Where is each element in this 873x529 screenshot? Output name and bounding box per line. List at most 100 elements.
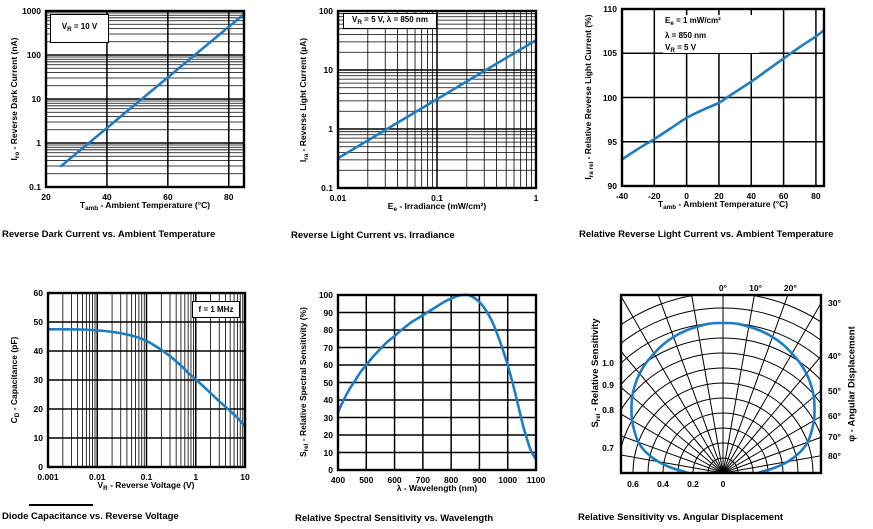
- label-segment: φ - Angular Displacement: [846, 326, 858, 442]
- polar-left-axis-label: Srel - Relative Sensitivity: [590, 318, 602, 427]
- polar-radial-label: 0.6: [627, 479, 639, 489]
- label-segment: D: [14, 412, 21, 418]
- x-tick-label: 80: [224, 192, 234, 202]
- x-tick-label: 60: [778, 191, 789, 201]
- label-segment: - Relative Sensitivity: [590, 318, 601, 414]
- label-segment: V: [97, 480, 104, 490]
- x-axis-label: Tamb - Ambient Temperature (°C): [80, 200, 210, 212]
- y-tick-label: 50: [323, 377, 333, 388]
- y-tick-label: 90: [607, 181, 617, 191]
- x-tick-label: -40: [615, 191, 629, 201]
- stray-rule: [29, 504, 93, 506]
- label-segment: T: [79, 200, 86, 210]
- polar-angle-label: 80°: [828, 450, 841, 461]
- annotation-line: λ = 850 nm: [665, 30, 757, 42]
- y-tick-label: 100: [26, 50, 41, 60]
- y-axis-label: CD - Capacitance (pF): [9, 337, 21, 424]
- x-tick-label: 1: [193, 472, 199, 482]
- label-segment: T: [657, 199, 664, 209]
- chart-title-reverse-dark-current: Reverse Dark Current vs. Ambient Tempera…: [2, 229, 216, 240]
- x-tick-label: 80: [811, 191, 821, 201]
- y-tick-label: 30: [323, 412, 333, 423]
- x-tick-label: 0.01: [329, 193, 347, 203]
- label-segment: λ = 850 nm: [665, 31, 707, 40]
- polar-radial-label: 0.9: [602, 379, 614, 390]
- label-segment: - Capacitance (pF): [9, 336, 19, 413]
- polar-angle-label: 40°: [828, 351, 841, 362]
- label-segment: ro: [14, 151, 21, 159]
- x-tick-label: 0.01: [88, 472, 106, 482]
- x-tick-label: 20: [41, 192, 51, 202]
- annotation-line: f = 1 MHz: [199, 304, 234, 316]
- label-segment: - Reverse Dark Current (nA): [9, 37, 19, 152]
- label-segment: = 1 mW/cm²: [673, 16, 721, 25]
- x-tick-label: 400: [330, 475, 346, 485]
- curve-angular-displacement: [630, 321, 816, 473]
- y-tick-label: 10: [323, 447, 333, 458]
- label-segment: - Irradiance (mW/cm²): [396, 201, 487, 211]
- label-segment: = 5 V: [674, 43, 697, 52]
- label-segment: E: [387, 201, 394, 211]
- curve-relative-reverse-light-current: [620, 28, 826, 161]
- x-tick-label: 0.1: [140, 472, 153, 482]
- y-tick-label: 100: [318, 290, 333, 300]
- y-tick-label: 70: [323, 342, 333, 353]
- chart-spectral-sensitivity: [336, 293, 538, 472]
- curve-spectral-sensitivity: [336, 293, 538, 461]
- x-tick-label: -20: [648, 191, 661, 201]
- polar-angle-label: 30°: [828, 298, 841, 309]
- polar-angle-label: 20°: [783, 283, 797, 293]
- polar-angle-label: 60°: [828, 411, 841, 422]
- x-axis-label: Tamb - Ambient Temperature (°C): [658, 199, 788, 211]
- y-tick-label: 10: [33, 433, 43, 443]
- label-segment: E: [665, 16, 671, 25]
- x-tick-label: 0.1: [431, 193, 443, 203]
- polar-radial-label: 0.8: [602, 404, 614, 415]
- x-tick-label: 1100: [526, 475, 546, 485]
- x-tick-label: 0: [684, 191, 689, 201]
- x-tick-label: 600: [387, 475, 402, 485]
- label-segment: = 5 V, λ = 850 nm: [361, 14, 428, 24]
- y-tick-label: 80: [323, 325, 333, 335]
- y-tick-label: 100: [318, 6, 333, 16]
- x-tick-label: 1000: [498, 475, 518, 485]
- x-axis-label: Ee - Irradiance (mW/cm²): [388, 201, 486, 213]
- annotation-line: VR = 10 V: [62, 21, 97, 36]
- polar-radial-label: 0.4: [657, 479, 669, 489]
- curve-reverse-light-current: [336, 38, 538, 160]
- y-axis-label: Iro - Reverse Dark Current (nA): [9, 38, 21, 161]
- plot-frame: [336, 293, 538, 472]
- y-tick-label: 0: [328, 465, 333, 475]
- label-segment: C: [9, 417, 19, 424]
- label-segment: - Relative Spectral Sensitivity (%): [298, 307, 308, 444]
- x-tick-label: 20: [714, 191, 724, 201]
- label-segment: e: [670, 20, 674, 27]
- y-tick-label: 60: [33, 288, 43, 298]
- y-tick-label: 0.1: [29, 182, 41, 192]
- plot-frame: [44, 9, 246, 189]
- label-segment: V: [61, 22, 68, 31]
- polar-radial-label: 0.7: [602, 443, 614, 454]
- label-segment: ra: [303, 153, 310, 160]
- chart-title-reverse-light-current: Reverse Light Current vs. Irradiance: [291, 230, 455, 241]
- curve-diode-capacitance: [46, 327, 247, 428]
- y-tick-label: 10: [31, 94, 41, 104]
- y-tick-label: 10: [323, 65, 333, 75]
- x-tick-label: 700: [415, 475, 430, 485]
- x-axis-label: λ - Wavelength (nm): [397, 483, 477, 493]
- y-tick-label: 1000: [22, 6, 41, 16]
- annotation-reverse-dark-current: VR = 10 V: [50, 14, 109, 43]
- chart-diode-capacitance: [46, 291, 247, 469]
- y-tick-label: 0: [38, 462, 43, 472]
- label-segment: S: [590, 421, 601, 428]
- label-segment: R: [103, 485, 108, 492]
- label-segment: - Ambient Temperature (°C): [676, 199, 789, 209]
- annotation-relative-reverse-light-current: Ee = 1 mW/cm² λ = 850 nm VR = 5 V: [663, 15, 759, 54]
- y-tick-label: 90: [323, 307, 333, 318]
- y-tick-label: 100: [602, 92, 617, 103]
- label-segment: amb: [85, 205, 99, 212]
- label-segment: - Reverse Light Current (µA): [298, 37, 308, 154]
- chart-angular-displacement: [621, 295, 821, 473]
- plot-frame: [619, 293, 823, 475]
